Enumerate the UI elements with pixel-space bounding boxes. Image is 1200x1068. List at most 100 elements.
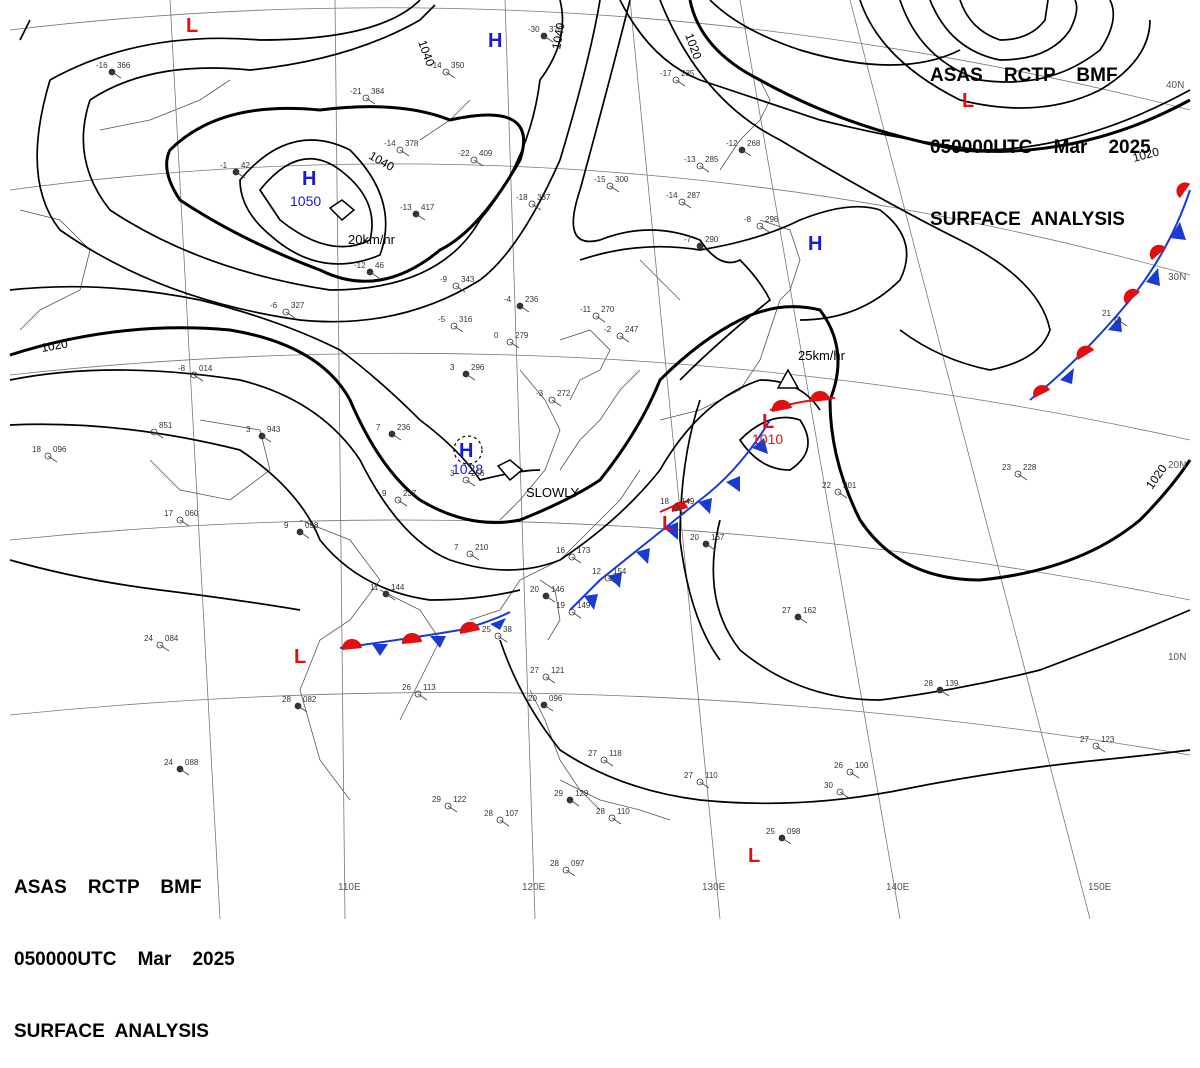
station-symbol [44,452,52,460]
station-temperature: 11 [370,583,379,592]
station-symbol [592,312,600,320]
station-symbol [606,182,614,190]
wind-barb [285,311,296,319]
station-temperature: 20 [530,585,539,594]
lat-label: 30N [1168,272,1186,283]
station-pressure: 287 [687,191,701,200]
station-temperature: -18 [516,193,528,202]
station-symbol [834,488,842,496]
station-temperature: -30 [528,25,540,34]
station-pressure: 42 [241,161,250,170]
station-pressure: 350 [451,61,465,70]
wind-barb [699,781,710,789]
station-pressure: 378 [405,139,419,148]
station-pressure: 268 [747,139,761,148]
station-pressure: 123 [1101,735,1115,744]
station-temperature: 26 [834,761,843,770]
wind-barb [469,553,480,561]
wind-barb [741,149,752,157]
isobar-label: 1020 [40,336,69,354]
station-temperature: -14 [384,139,396,148]
station-pressure: 082 [303,695,317,704]
station-pressure: 366 [117,61,131,70]
station-symbol [150,428,158,436]
station-pressure: 46 [375,261,384,270]
station-pressure: 210 [475,543,489,552]
high-1050-value: 1050 [290,193,321,209]
station-symbol [600,756,608,764]
wind-barb [415,213,426,221]
station-temperature: -16 [96,61,108,70]
station-symbol [450,322,458,330]
station-pressure: 122 [453,795,467,804]
station-symbol [678,198,686,206]
station-pressure: 144 [391,583,405,592]
station-temperature: -3 [536,389,544,398]
isobar-labels: 1040 1040 1040 1020 1020 1020 1020 [40,21,1170,491]
station-pressure: 121 [551,666,565,675]
station-symbol [568,553,576,561]
station-pressure: 084 [165,634,179,643]
station-temperature: -11 [580,305,592,314]
station-temperature: 16 [556,546,565,555]
station-symbol [396,146,404,154]
lon-label: 110E [338,882,361,893]
wind-barb [675,79,686,87]
station-temperature: -14 [666,191,678,200]
station-pressure: 146 [551,585,565,594]
station-pressure: 272 [557,389,571,398]
header-line-time: 050000UTC Mar 2025 [930,137,1151,158]
station-symbol [462,476,470,484]
station-symbol [156,641,164,649]
wind-barb [465,373,476,381]
station-pressure: 237 [403,489,417,498]
station-temperature: -1 [220,161,228,170]
lon-label: 120E [522,882,546,893]
wind-barb [699,165,710,173]
station-temperature: 20 [690,533,699,542]
station-pressure: 173 [577,546,591,555]
station-pressure: 290 [705,235,719,244]
wind-barb [497,635,508,643]
wind-barb [153,431,164,439]
station-temperature: -21 [350,87,362,96]
wind-barb [455,285,466,293]
wind-barb [543,704,554,712]
station-temperature: 30 [824,781,833,790]
station-pressure: 118 [609,749,622,758]
cold-front-japan [569,419,771,611]
motion-label: SLOWLY [526,485,580,500]
latitude-labels: 40N 30N 20N 10N [1166,80,1186,663]
station-temperature: 27 [1080,735,1089,744]
wind-barb [595,315,606,323]
wind-barb [545,595,556,603]
station-symbol [548,396,556,404]
wind-barb [159,644,170,652]
station-temperature: -4 [504,295,512,304]
station-temperature: 12 [592,567,601,576]
station-pressure: 100 [855,761,869,770]
header-line-product: ASAS RCTP BMF [930,65,1118,86]
low-sw-symbol: L [294,646,306,668]
weather-map: 1040 1040 1040 1020 1020 1020 1020 [9,0,1192,919]
station-temperature: 0 [494,331,499,340]
wind-barb [297,705,308,713]
coastlines [19,79,801,821]
station-pressure: 113 [423,683,436,692]
station-pressure: 409 [479,149,493,158]
station-pressure: 256 [471,469,485,478]
wind-barb [465,479,476,487]
station-temperature: 9 [382,489,387,498]
wind-barb [571,556,582,564]
station-symbol [568,608,576,616]
station-temperature: 9 [284,521,289,530]
station-symbol [1114,316,1122,324]
station-temperature: 21 [1102,309,1111,318]
header-line-title: SURFACE ANALYSIS [14,1021,209,1042]
station-temperature: 28 [924,679,933,688]
wind-barb [111,71,122,79]
station-pressure: 228 [1023,463,1037,472]
station-pressure: 097 [571,859,585,868]
station-pressure: 236 [525,295,539,304]
station-temperature: 18 [32,445,41,454]
